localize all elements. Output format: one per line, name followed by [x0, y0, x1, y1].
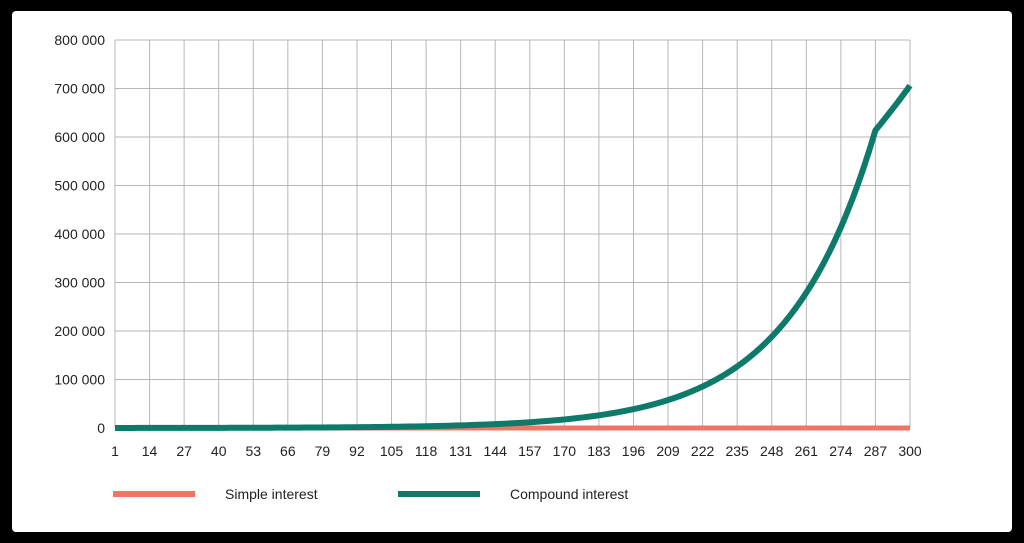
x-tick-label: 222 [691, 443, 715, 459]
legend-label-compound-interest: Compound interest [510, 486, 628, 502]
x-tick-label: 144 [484, 443, 508, 459]
x-tick-label: 300 [898, 443, 922, 459]
x-tick-label: 131 [449, 443, 473, 459]
series-line-compound-interest [115, 83, 913, 431]
x-tick-label: 248 [760, 443, 784, 459]
y-tick-label: 0 [97, 420, 105, 436]
x-tick-label: 235 [725, 443, 749, 459]
x-tick-label: 209 [656, 443, 680, 459]
grid-lines [114, 39, 911, 429]
x-tick-label: 196 [622, 443, 646, 459]
x-tick-label: 118 [415, 443, 438, 459]
x-tick-label: 287 [864, 443, 888, 459]
y-tick-label: 300 000 [54, 275, 105, 291]
x-tick-label: 66 [280, 443, 296, 459]
x-tick-label: 261 [795, 443, 819, 459]
y-tick-label: 100 000 [54, 372, 105, 388]
x-tick-label: 157 [518, 443, 542, 459]
y-tick-label: 400 000 [54, 226, 105, 242]
legend-label-simple-interest: Simple interest [225, 486, 318, 502]
chart: 0 100 000 200 000 300 000 400 000 500 000 600 … [54, 32, 922, 502]
x-tick-label: 1 [111, 443, 119, 459]
x-tick-label: 79 [315, 443, 331, 459]
x-tick-label: 170 [553, 443, 577, 459]
y-tick-label: 200 000 [54, 323, 105, 339]
y-tick-label: 700 000 [54, 81, 105, 97]
x-tick-label: 14 [142, 443, 158, 459]
x-tick-label: 183 [587, 443, 611, 459]
x-tick-label: 92 [349, 443, 365, 459]
x-tick-label: 274 [829, 443, 853, 459]
legend: Simple interest Compound interest [113, 486, 628, 502]
x-tick-label: 105 [380, 443, 404, 459]
x-tick-label: 53 [245, 443, 261, 459]
y-tick-label: 500 000 [54, 178, 105, 194]
y-tick-label: 800 000 [54, 32, 105, 48]
x-tick-label: 27 [176, 443, 192, 459]
chart-frame: 0 100 000 200 000 300 000 400 000 500 000 600 … [12, 11, 1012, 532]
x-tick-label: 40 [211, 443, 227, 459]
y-tick-label: 600 000 [54, 129, 105, 145]
